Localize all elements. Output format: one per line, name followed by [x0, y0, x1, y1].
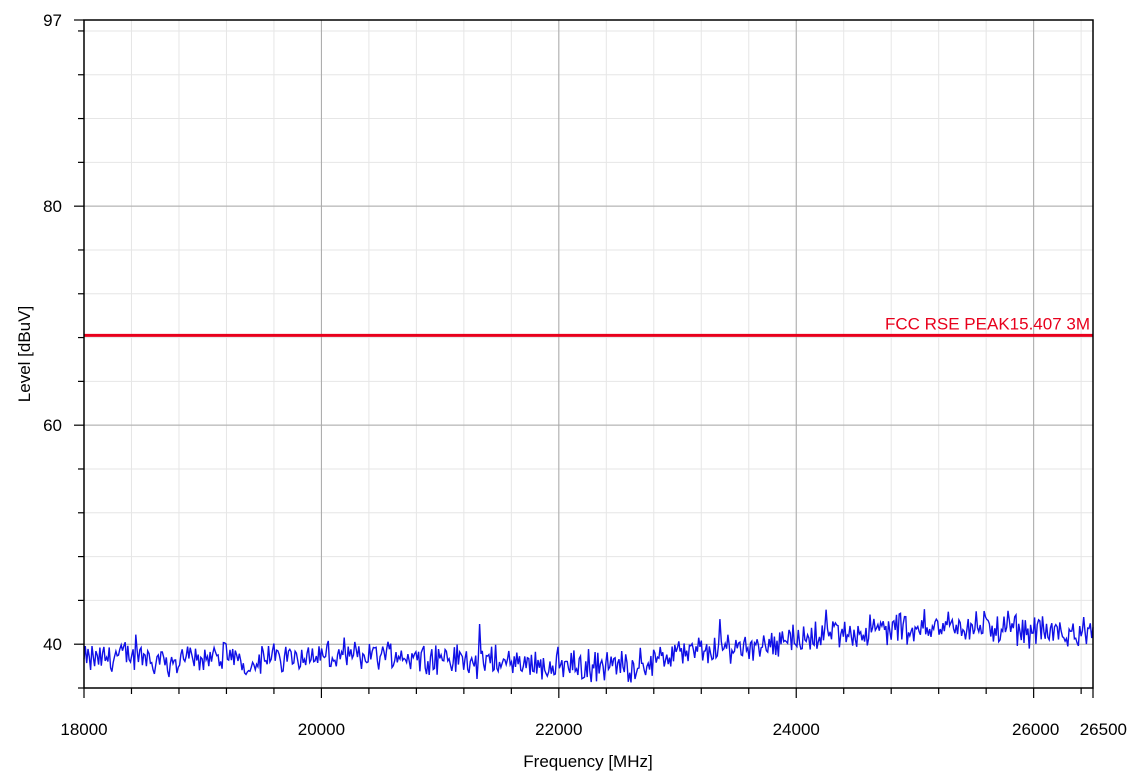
series-line [83, 609, 1094, 683]
minor-grid [84, 20, 1093, 688]
x-tick-label: 24000 [773, 720, 820, 739]
plot-background [84, 20, 1093, 688]
series-group [83, 609, 1094, 683]
x-tick-label: 20000 [298, 720, 345, 739]
x-tick-label: 22000 [535, 720, 582, 739]
y-tick-label: 80 [43, 197, 62, 216]
y-tick-label: 60 [43, 416, 62, 435]
axis-ticks [74, 19, 1094, 698]
plot-frame [83, 19, 1094, 689]
limit-line-label: FCC RSE PEAK15.407 3M [885, 314, 1090, 333]
limit-group: FCC RSE PEAK15.407 3M [84, 314, 1093, 337]
major-grid [84, 20, 1093, 688]
y-axis-label: Level [dBuV] [15, 306, 34, 402]
x-tick-label: 26500 [1080, 720, 1127, 739]
x-tick-label: 26000 [1012, 720, 1059, 739]
y-tick-label: 40 [43, 635, 62, 654]
x-axis-label: Frequency [MHz] [523, 752, 652, 771]
tick-labels: 18000 20000 22000 24000 26000 26500 40 60 80 97 [43, 11, 1127, 739]
y-tick-label: 97 [43, 11, 62, 30]
x-tick-label: 18000 [60, 720, 107, 739]
